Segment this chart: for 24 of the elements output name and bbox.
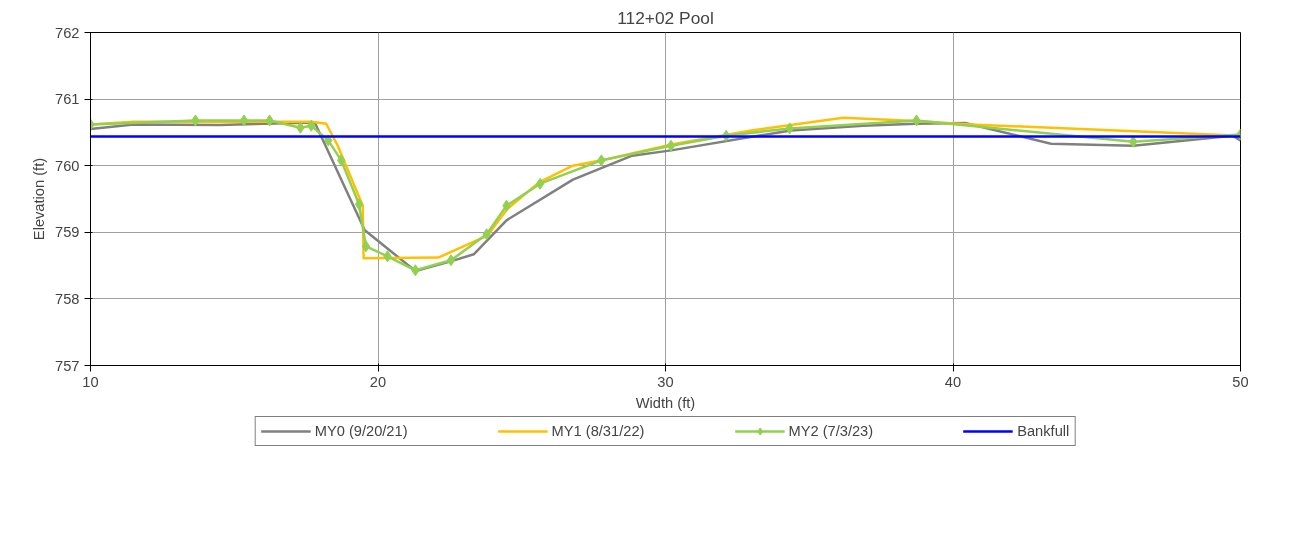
y-axis-title: Elevation (ft) bbox=[31, 157, 48, 241]
point bbox=[354, 198, 364, 211]
point bbox=[239, 114, 249, 127]
x-tick-label: 20 bbox=[369, 373, 387, 390]
y-tick-label: 757 bbox=[55, 357, 80, 374]
x-axis-title: Width (ft) bbox=[635, 394, 696, 411]
y-tick-label: 758 bbox=[55, 290, 80, 307]
y-tick-label: 759 bbox=[55, 224, 80, 241]
x-tick-label: 10 bbox=[82, 373, 99, 390]
chart-title: 112+02 Pool bbox=[617, 7, 714, 28]
point bbox=[446, 254, 456, 267]
legend-label: MY2 (7/3/23) bbox=[788, 422, 874, 440]
point bbox=[361, 240, 371, 253]
y-tick-label: 761 bbox=[55, 91, 80, 108]
x-tick-label: 40 bbox=[944, 373, 962, 390]
legend-label: MY0 (9/20/21) bbox=[314, 422, 408, 440]
x-tick-label: 30 bbox=[657, 373, 674, 390]
y-tick-label: 762 bbox=[55, 24, 80, 41]
x-tick-label: 50 bbox=[1232, 373, 1249, 390]
point bbox=[666, 139, 676, 152]
legend-label: Bankfull bbox=[1017, 422, 1070, 440]
point bbox=[535, 177, 545, 190]
y-tick-label: 760 bbox=[55, 157, 80, 174]
legend-label: MY1 (8/31/22) bbox=[551, 422, 645, 440]
